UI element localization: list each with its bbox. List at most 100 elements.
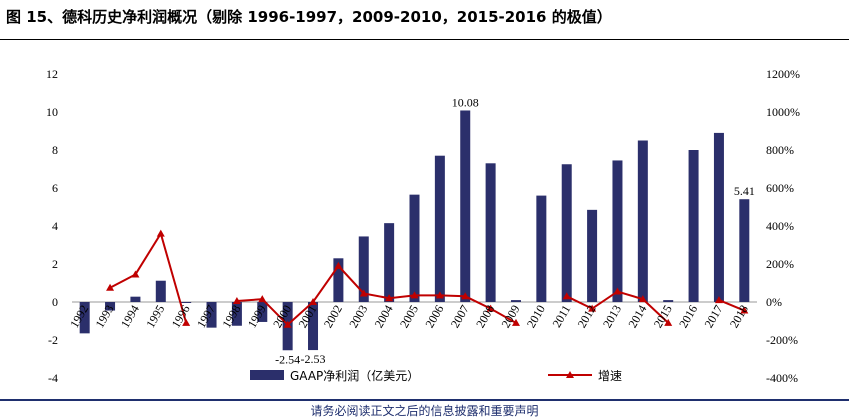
legend-line-marker [566, 371, 574, 378]
growth-point-1993 [106, 283, 115, 291]
category-label-2004: 2004 [372, 303, 396, 331]
legend-line-label: 增速 [598, 369, 622, 383]
right-axis-tick-label: 800% [766, 143, 794, 157]
bar-1995 [155, 280, 166, 302]
bar-1998 [231, 302, 242, 326]
growth-point-2018 [740, 306, 749, 314]
category-label-2002: 2002 [321, 303, 345, 331]
category-label-2013: 2013 [600, 303, 624, 331]
bar-2017 [713, 132, 724, 302]
right-axis-tick-label: 200% [766, 257, 794, 271]
growth-line-series [106, 229, 749, 328]
growth-point-2000 [283, 320, 292, 328]
growth-point-2007 [461, 292, 470, 300]
bar-2008 [485, 163, 496, 302]
growth-point-1995 [156, 229, 165, 237]
legend: GAAP净利润（亿美元） 增速 [250, 368, 622, 383]
growth-point-2005 [410, 291, 419, 299]
category-label-2010: 2010 [524, 303, 548, 331]
growth-point-1996 [182, 318, 191, 326]
right-axis-tick-label: 1000% [766, 105, 800, 119]
category-label-2005: 2005 [397, 303, 421, 331]
category-label-2016: 2016 [676, 303, 700, 331]
right-axis-tick-label: 0% [766, 295, 782, 309]
left-axis-tick-label: 12 [46, 67, 58, 81]
left-axis-tick-label: 6 [52, 181, 58, 195]
bar-1994 [130, 296, 141, 302]
category-label-2014: 2014 [625, 303, 649, 331]
bar-2011 [561, 164, 572, 302]
left-axis-tick-label: 8 [52, 143, 58, 157]
category-label-1994: 1994 [118, 303, 142, 331]
bar-2013 [612, 160, 623, 302]
bar-series [79, 110, 750, 351]
growth-point-1998 [232, 297, 241, 305]
bar-1997 [206, 302, 217, 328]
right-axis-tick-label: -400% [766, 371, 798, 385]
bar-2009 [510, 300, 521, 302]
bar-2002 [333, 258, 344, 302]
bar-1993 [105, 302, 116, 311]
growth-point-2003 [359, 289, 368, 297]
growth-point-1999 [258, 295, 267, 303]
category-label-2017: 2017 [701, 303, 725, 331]
footer-divider [0, 399, 849, 401]
growth-point-2002 [334, 261, 343, 269]
data-label-2000: -2.54 [275, 352, 300, 366]
growth-point-2014 [638, 295, 647, 303]
category-label-2018: 2018 [727, 303, 751, 331]
bar-1992 [79, 302, 90, 334]
bar-2007 [460, 110, 471, 302]
bar-2005 [409, 194, 420, 302]
title-divider [0, 39, 849, 40]
growth-point-2017 [714, 296, 723, 304]
growth-point-2001 [309, 298, 318, 305]
data-label-2001: -2.53 [301, 352, 326, 366]
left-axis-tick-label: -4 [48, 371, 58, 385]
data-labels: -2.54 -2.53 10.08 5.41 [275, 95, 755, 366]
right-axis-tick-label: 600% [766, 181, 794, 195]
growth-point-1994 [131, 270, 140, 278]
bar-2004 [384, 223, 395, 302]
data-label-2018: 5.41 [734, 184, 755, 198]
bar-1999 [257, 302, 268, 322]
category-label-1995: 1995 [143, 303, 167, 331]
right-axis-tick-label: -200% [766, 333, 798, 347]
category-label-1996: 1996 [169, 303, 193, 331]
growth-point-2004 [385, 294, 394, 302]
bar-2016 [688, 150, 699, 302]
left-axis-tick-label: 4 [52, 219, 58, 233]
growth-line-segment [236, 264, 517, 327]
category-label-2006: 2006 [422, 303, 446, 331]
bar-2003 [358, 236, 369, 302]
category-label-2003: 2003 [346, 303, 370, 331]
right-axis-tick-label: 1200% [766, 67, 800, 81]
growth-point-2009 [511, 318, 520, 326]
left-axis-tick-label: 0 [52, 295, 58, 309]
bar-2012 [587, 209, 598, 302]
category-labels: 1992 1993 1994 1995 1996 1997 1998 1999 2000 2001… [67, 302, 751, 330]
chart-axes: 12 10 8 6 4 2 0 -2 -4 1200% 1000% 800% 600% 400% 200% 0… [46, 67, 800, 385]
bar-2015 [663, 300, 674, 302]
growth-point-2006 [435, 291, 444, 299]
disclaimer-footer: 请务必阅读正文之后的信息披露和重要声明 [310, 404, 539, 418]
growth-line-segment [718, 299, 745, 312]
data-label-2007: 10.08 [452, 95, 479, 109]
bar-2001 [308, 302, 319, 351]
bar-2014 [637, 140, 648, 302]
growth-point-2011 [562, 292, 571, 300]
legend-bar-label: GAAP净利润（亿美元） [290, 368, 419, 383]
legend-bar-swatch [250, 370, 284, 380]
growth-point-2013 [613, 287, 622, 295]
category-label-2008: 2008 [473, 302, 497, 330]
category-label-2011: 2011 [549, 303, 573, 330]
growth-point-2008 [486, 304, 495, 312]
bar-1996 [181, 302, 192, 303]
category-label-2007: 2007 [448, 303, 472, 331]
left-axis-tick-label: 10 [46, 105, 58, 119]
right-axis-tick-label: 400% [766, 219, 794, 233]
growth-line-segment [109, 231, 188, 324]
category-label-2015: 2015 [651, 303, 675, 331]
growth-point-2012 [588, 304, 597, 312]
bar-2006 [434, 155, 445, 302]
